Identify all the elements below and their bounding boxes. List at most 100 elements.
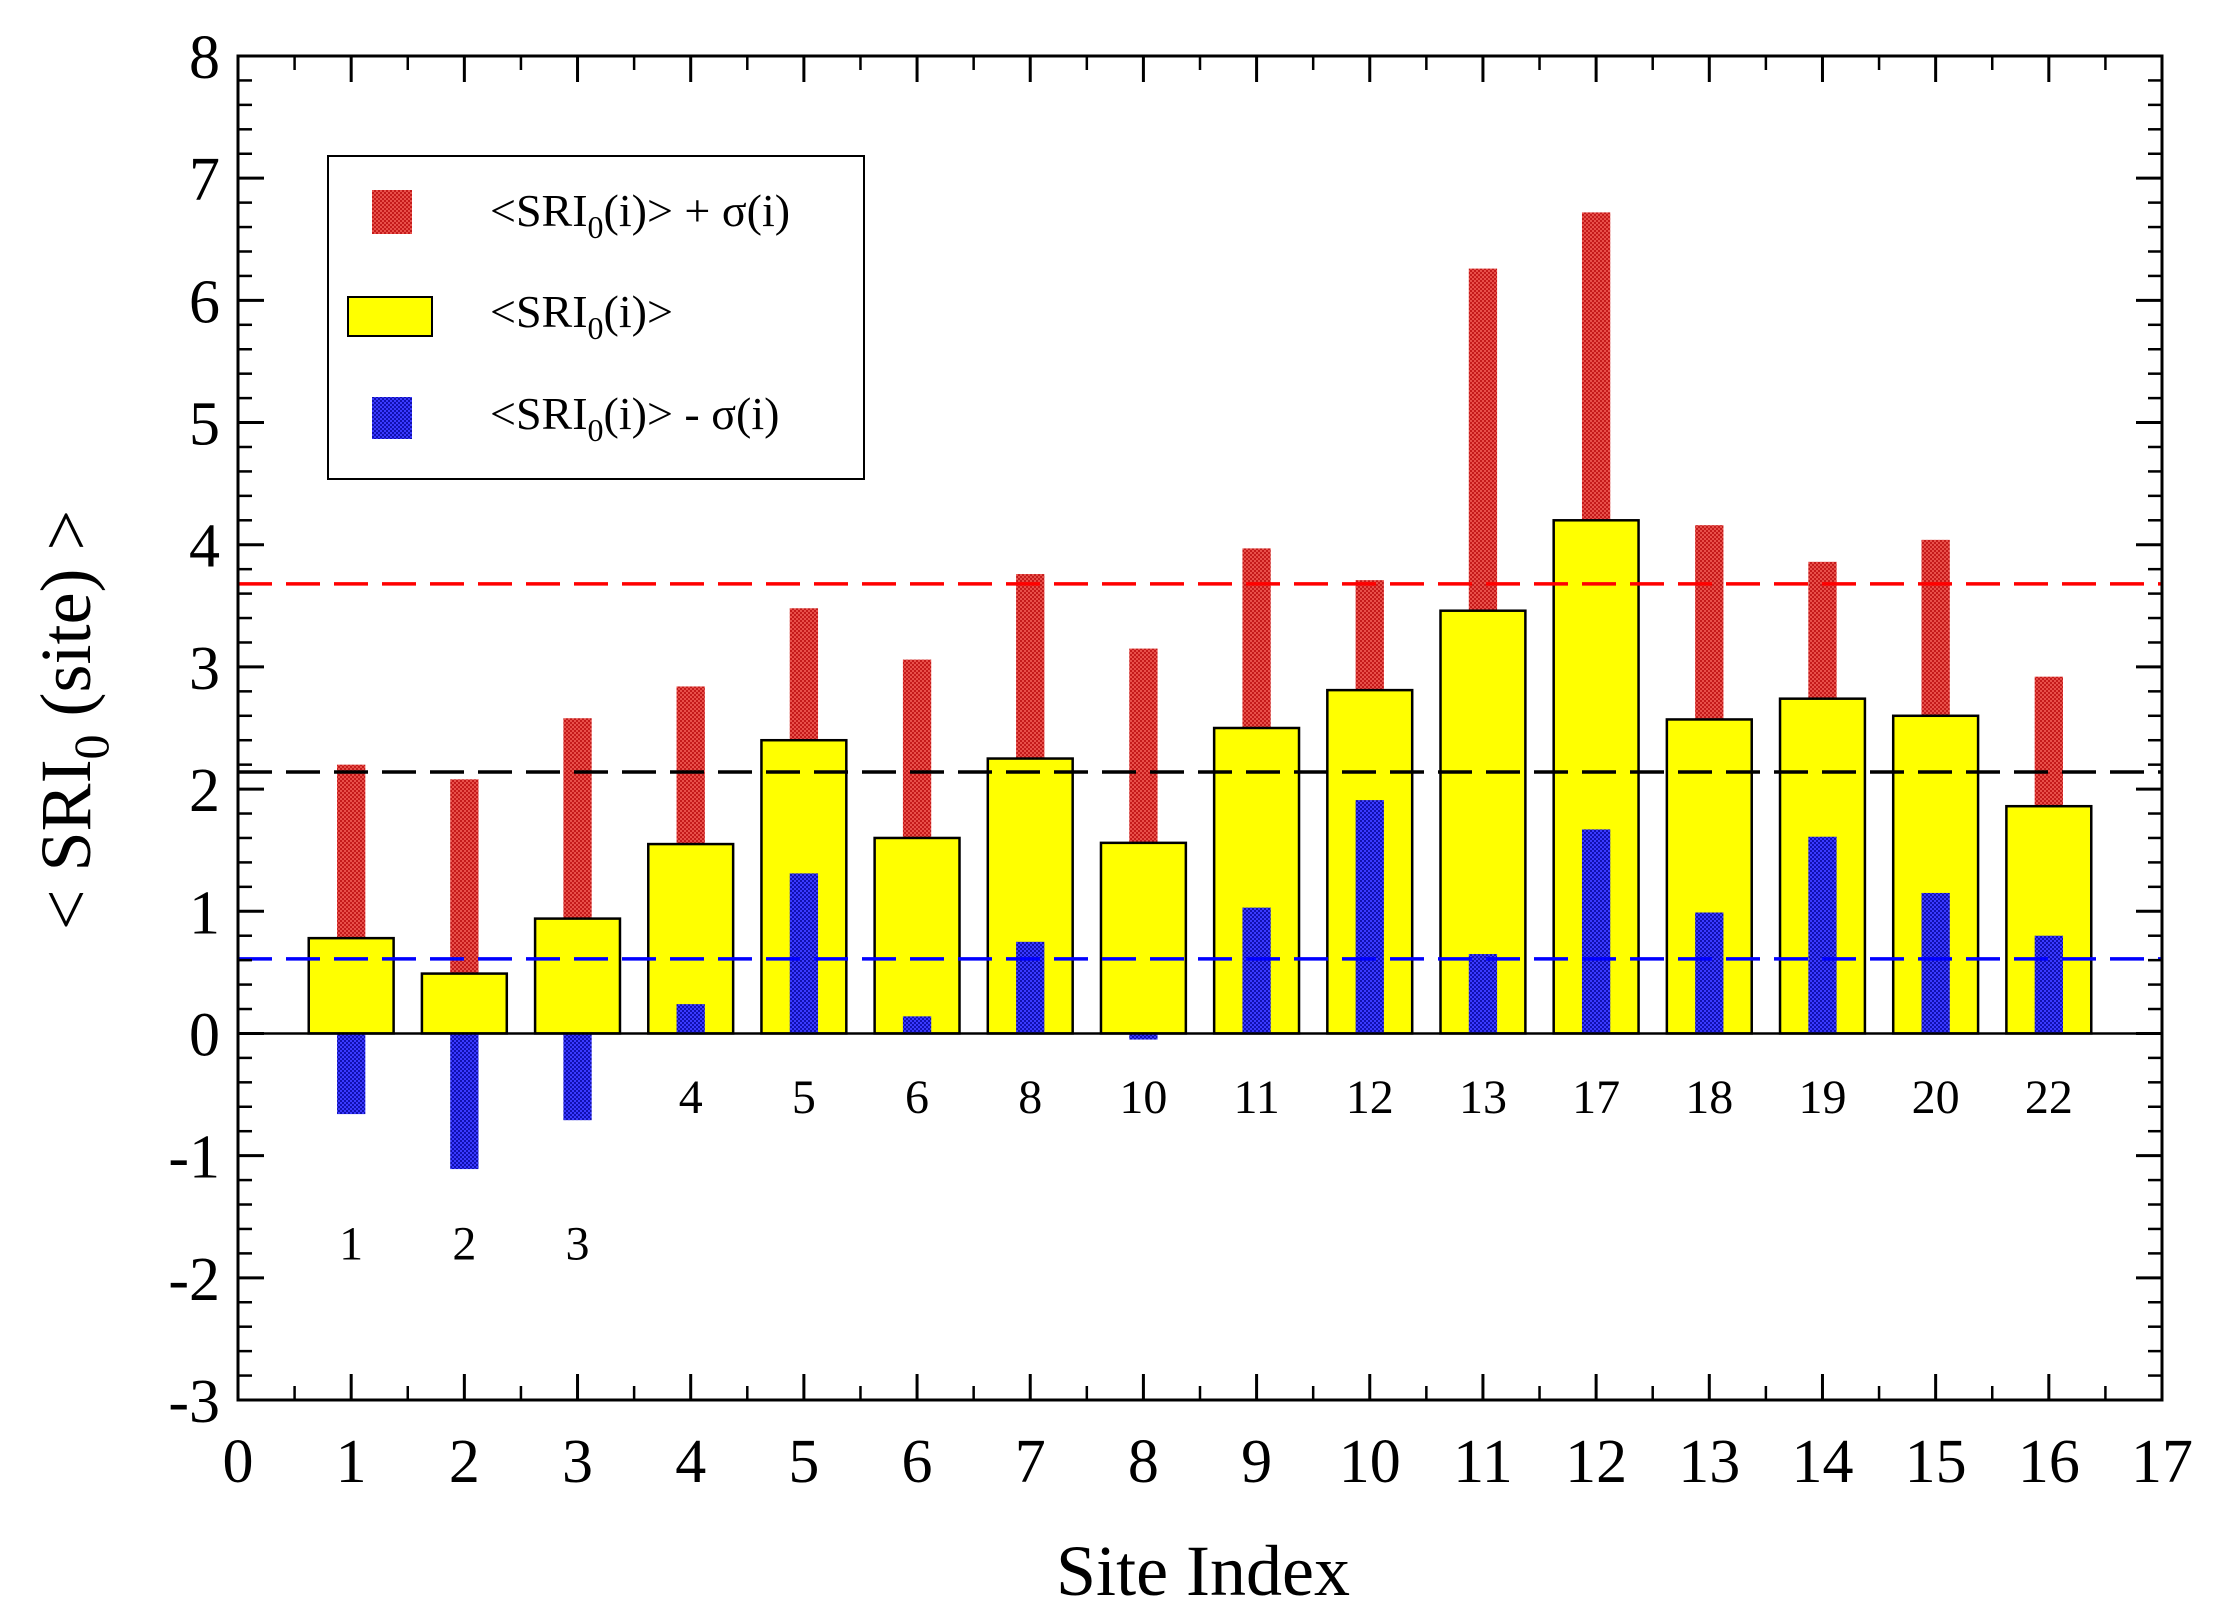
bar-mean-1 (307, 936, 395, 1035)
bar-minus-sigma-11 (1242, 907, 1271, 1034)
site-label-1: 1 (339, 1217, 363, 1270)
bar-plus-sigma-8 (1016, 574, 1045, 759)
legend-label-plus-sigma: <SRI0(i)> + σ(i) (490, 185, 790, 245)
bar-minus-sigma-22 (2034, 935, 2063, 1034)
y-tick-label: 1 (189, 879, 220, 947)
bar-plus-sigma-12 (1355, 580, 1384, 691)
x-tick-label: 15 (1905, 1428, 1967, 1496)
x-tick-label: 12 (1565, 1428, 1627, 1496)
bar-minus-sigma-20 (1921, 892, 1950, 1034)
x-tick-label: 9 (1241, 1428, 1272, 1496)
site-label-2: 2 (452, 1217, 476, 1270)
legend-swatch-plus-sigma (372, 190, 412, 234)
bar-minus-sigma-10 (1129, 1033, 1158, 1040)
y-axis-title-main: < SRI (26, 759, 106, 930)
bar-mean-3 (533, 917, 622, 1035)
bar-plus-sigma-10 (1129, 648, 1158, 843)
y-tick-label: 7 (189, 146, 220, 214)
bar-mean-4 (647, 842, 735, 1035)
x-tick-label: 13 (1678, 1428, 1740, 1496)
site-label-5: 5 (792, 1071, 816, 1124)
site-label-13: 13 (1459, 1071, 1507, 1124)
y-tick-label: -1 (168, 1124, 220, 1192)
x-tick-label: 11 (1453, 1428, 1513, 1496)
bar-minus-sigma-13 (1468, 954, 1498, 1034)
y-tick-label: 6 (189, 268, 220, 336)
bar-minus-sigma-19 (1808, 836, 1837, 1034)
x-tick-label: 0 (223, 1428, 254, 1496)
x-tick-label: 3 (562, 1428, 593, 1496)
site-label-22: 22 (2025, 1071, 2073, 1124)
x-tick-label: 2 (449, 1428, 480, 1496)
bar-plus-sigma-3 (563, 718, 592, 919)
y-tick-label: -3 (168, 1368, 220, 1436)
axes: 0 1 2 3 4 5 6 7 8 9 10 11 12 13 14 15 16 17-3-2-101234567… (168, 24, 2193, 1496)
bar-plus-sigma-18 (1695, 525, 1724, 720)
bars-layer (307, 212, 2093, 1170)
site-label-19: 19 (1798, 1071, 1846, 1124)
site-label-12: 12 (1346, 1071, 1394, 1124)
bar-plus-sigma-22 (2034, 676, 2063, 807)
site-label-17: 17 (1572, 1071, 1620, 1124)
y-tick-label: -2 (168, 1246, 220, 1314)
legend-label-mean: <SRI0(i)> (490, 286, 673, 346)
bar-minus-sigma-4 (676, 1004, 705, 1034)
x-tick-label: 17 (2131, 1428, 2193, 1496)
bar-mean-2 (420, 972, 509, 1035)
x-tick-label: 16 (2018, 1428, 2080, 1496)
x-axis-title: Site Index (1056, 1531, 1350, 1611)
y-axis-title-sub: 0 (63, 734, 119, 759)
site-label-4: 4 (679, 1071, 703, 1124)
bar-plus-sigma-4 (676, 686, 705, 845)
site-labels: 1 2 34 5 6 8 10 11 12 13 17 18 19 20 22 (339, 1071, 2073, 1271)
x-tick-label: 6 (902, 1428, 933, 1496)
bar-plus-sigma-11 (1242, 548, 1271, 728)
x-tick-label: 10 (1339, 1428, 1401, 1496)
site-label-3: 3 (566, 1217, 590, 1270)
bar-minus-sigma-3 (563, 1033, 592, 1121)
site-label-18: 18 (1685, 1071, 1733, 1124)
bar-minus-sigma-2 (450, 1033, 479, 1170)
x-tick-label: 7 (1015, 1428, 1046, 1496)
reference-lines (238, 582, 2162, 1035)
x-tick-label: 4 (675, 1428, 706, 1496)
legend-swatch-mean (347, 296, 433, 337)
y-axis-title: < SRI0 (site) > (26, 510, 119, 930)
y-tick-label: 3 (189, 635, 220, 703)
bar-plus-sigma-2 (450, 779, 479, 974)
x-tick-label: 1 (336, 1428, 367, 1496)
bar-minus-sigma-18 (1695, 912, 1724, 1034)
legend: <SRI0(i)> + σ(i) <SRI0(i)> <SRI0(i)> - σ… (327, 155, 865, 480)
x-tick-label: 14 (1791, 1428, 1853, 1496)
bar-minus-sigma-17 (1581, 829, 1611, 1034)
bar-plus-sigma-1 (337, 764, 366, 939)
x-tick-label: 8 (1128, 1428, 1159, 1496)
y-axis-title-suffix: (site) > (26, 510, 106, 735)
bar-minus-sigma-6 (902, 1016, 932, 1034)
legend-swatch-minus-sigma (372, 397, 412, 439)
site-label-20: 20 (1912, 1071, 1960, 1124)
y-tick-label: 5 (189, 391, 220, 459)
bar-plus-sigma-6 (902, 659, 932, 838)
site-label-6: 6 (905, 1071, 929, 1124)
bar-minus-sigma-5 (789, 873, 819, 1034)
bar-plus-sigma-5 (789, 608, 819, 741)
y-tick-label: 8 (189, 24, 220, 92)
x-tick-label: 5 (788, 1428, 819, 1496)
bar-plus-sigma-20 (1921, 539, 1950, 716)
bar-minus-sigma-8 (1016, 941, 1045, 1034)
site-label-11: 11 (1233, 1071, 1279, 1124)
bar-minus-sigma-12 (1355, 800, 1384, 1034)
y-tick-label: 4 (189, 513, 220, 581)
site-label-8: 8 (1018, 1071, 1042, 1124)
bar-mean-10 (1099, 841, 1188, 1035)
legend-label-minus-sigma: <SRI0(i)> - σ(i) (490, 388, 779, 448)
y-tick-label: 2 (189, 757, 220, 825)
bar-plus-sigma-13 (1468, 268, 1498, 611)
y-tick-label: 0 (189, 1001, 220, 1069)
bar-minus-sigma-1 (337, 1033, 366, 1115)
bar-plus-sigma-17 (1581, 212, 1611, 521)
bar-mean-6 (873, 836, 961, 1035)
site-label-10: 10 (1119, 1071, 1167, 1124)
